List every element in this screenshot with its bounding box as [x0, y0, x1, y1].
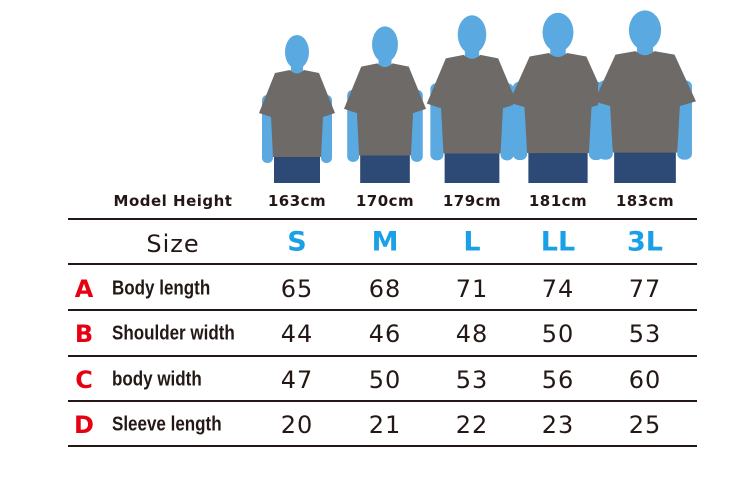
model-figure-3L	[594, 10, 696, 183]
row-letter: C	[75, 366, 93, 394]
tshirt	[509, 53, 607, 154]
head	[372, 26, 398, 63]
jeans	[360, 153, 410, 184]
size-value: M	[371, 226, 399, 258]
model-figure-L	[426, 15, 518, 183]
measurement-value: 77	[628, 275, 662, 303]
measurement-value: 21	[368, 411, 402, 439]
model-figure-M	[343, 26, 427, 184]
jeans	[614, 150, 676, 183]
model-figures	[259, 10, 696, 184]
tshirt	[343, 63, 427, 156]
jeans	[274, 155, 320, 183]
measurement-value: 23	[541, 411, 575, 439]
tshirt	[426, 54, 518, 154]
measurement-value: 50	[541, 320, 575, 348]
row-letter: B	[74, 320, 94, 348]
jeans	[444, 151, 500, 183]
measurement-value: 20	[280, 411, 314, 439]
jeans	[528, 150, 588, 183]
row-letter: A	[74, 275, 94, 303]
table-divider	[68, 263, 697, 265]
measurement-value: 68	[368, 275, 402, 303]
model-figure-S	[259, 35, 335, 183]
model-figure-LL	[509, 12, 607, 183]
table-divider	[68, 445, 697, 447]
measurement-value: 48	[455, 320, 489, 348]
table-divider	[68, 218, 697, 220]
head	[542, 12, 574, 52]
table-divider	[68, 355, 697, 357]
row-label: body width	[112, 368, 202, 391]
model-height-value: 183cm	[615, 192, 675, 210]
model-height-value: 163cm	[267, 192, 327, 210]
table-divider	[68, 309, 697, 311]
measurement-value: 60	[628, 366, 662, 394]
size-value: LL	[540, 226, 576, 258]
head	[285, 35, 309, 69]
table-divider	[68, 400, 697, 402]
size-value: S	[287, 226, 307, 258]
model-height-value: 181cm	[528, 192, 588, 210]
measurement-value: 65	[280, 275, 314, 303]
row-label: Shoulder width	[112, 322, 235, 345]
measurement-value: 53	[628, 320, 662, 348]
measurement-value: 22	[455, 411, 489, 439]
measurement-value: 53	[455, 366, 489, 394]
measurement-value: 47	[280, 366, 314, 394]
row-label: Sleeve length	[112, 413, 222, 436]
tshirt	[259, 70, 335, 157]
measurement-value: 56	[541, 366, 575, 394]
size-value: L	[463, 226, 481, 258]
measurement-value: 25	[628, 411, 662, 439]
row-letter: D	[74, 411, 94, 439]
size-value: 3L	[627, 226, 663, 258]
head	[457, 15, 487, 54]
measurement-value: 71	[455, 275, 489, 303]
model-height-label: Model Height	[113, 192, 233, 210]
tshirt	[594, 51, 696, 153]
head	[628, 10, 662, 51]
row-label: Body length	[112, 277, 211, 300]
size-label: Size	[146, 230, 200, 258]
measurement-value: 74	[541, 275, 575, 303]
measurement-value: 44	[280, 320, 314, 348]
model-height-value: 179cm	[442, 192, 502, 210]
measurement-value: 46	[368, 320, 402, 348]
model-height-value: 170cm	[355, 192, 415, 210]
measurement-value: 50	[368, 366, 402, 394]
